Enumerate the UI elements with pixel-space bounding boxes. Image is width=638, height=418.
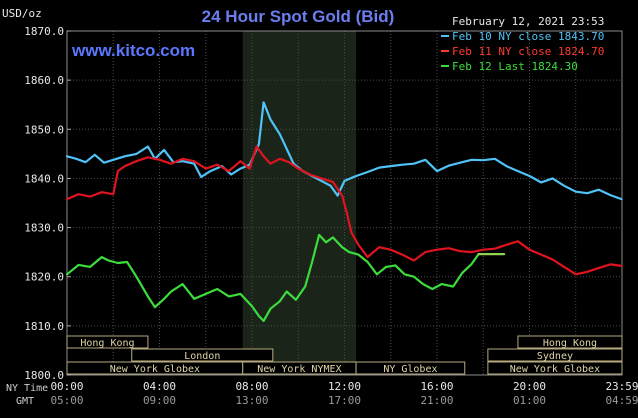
session-label: New York Globex <box>110 364 200 375</box>
y-tick-label: 1800.0 <box>24 369 64 382</box>
legend-entry: Feb 12 Last 1824.30 <box>452 60 578 73</box>
x-tick-label-ny: 12:00 <box>328 380 361 393</box>
session-box <box>355 361 466 375</box>
x-tick-label-gmt: 04:59 <box>605 394 638 407</box>
y-tick-label: 1850.0 <box>24 123 64 136</box>
x-tick-label-ny: 23:59 <box>605 380 638 393</box>
session-box <box>131 348 274 362</box>
session-box <box>66 335 149 349</box>
x-tick-label-ny: 20:00 <box>513 380 546 393</box>
session-label: Sydney <box>537 351 573 362</box>
session-label: Hong Kong <box>80 338 134 349</box>
session-box <box>487 361 623 375</box>
y-tick-label: 1810.0 <box>24 320 64 333</box>
session-box <box>517 335 623 349</box>
x-tick-label-ny: 04:00 <box>143 380 176 393</box>
date-label: February 12, 2021 23:53 <box>452 15 604 28</box>
y-tick-label: 1830.0 <box>24 222 64 235</box>
session-label: NY Globex <box>383 364 437 375</box>
series-line-feb12 <box>65 233 480 322</box>
nymex-session-shade <box>242 31 357 375</box>
y-tick-label: 1860.0 <box>24 74 64 87</box>
x-tick-label-ny: 16:00 <box>420 380 453 393</box>
legend: Feb 10 NY close 1843.70 Feb 11 NY close 1… <box>441 30 604 73</box>
x-tick-label-ny: 08:00 <box>235 380 268 393</box>
plot-border <box>66 30 623 376</box>
series-line-feb10 <box>65 101 623 201</box>
ny-time-row-label: NY Time <box>6 383 48 394</box>
session-label: New York Globex <box>510 364 600 375</box>
y-tick-label: 1840.0 <box>24 172 64 185</box>
gmt-row-label: GMT <box>16 396 34 407</box>
x-tick-label-gmt: 05:00 <box>50 394 83 407</box>
series-line-feb11 <box>65 145 623 276</box>
legend-entry: Feb 10 NY close 1843.70 <box>452 30 604 43</box>
legend-entry: Feb 11 NY close 1824.70 <box>452 45 604 58</box>
session-label: Hong Kong <box>543 338 597 349</box>
x-tick-label-gmt: 09:00 <box>143 394 176 407</box>
site-label[interactable]: www.kitco.com <box>71 41 195 60</box>
x-tick-label-ny: 00:00 <box>50 380 83 393</box>
y-tick-label: 1820.0 <box>24 271 64 284</box>
x-tick-label-gmt: 01:00 <box>513 394 546 407</box>
session-label: New York NYMEX <box>257 364 341 375</box>
x-tick-label-gmt: 21:00 <box>420 394 453 407</box>
x-tick-label-gmt: 13:00 <box>235 394 268 407</box>
chart-title: 24 Hour Spot Gold (Bid) <box>202 7 395 26</box>
unit-label: USD/oz <box>2 7 42 20</box>
y-tick-label: 1870.0 <box>24 25 64 38</box>
session-label: London <box>184 351 220 362</box>
session-box <box>487 348 623 362</box>
x-tick-label-gmt: 17:00 <box>328 394 361 407</box>
